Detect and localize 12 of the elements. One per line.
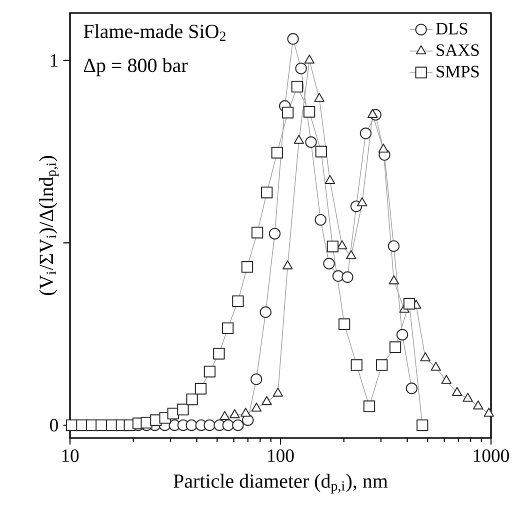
y-tick-label: 0 <box>50 418 58 432</box>
x-tick-label: 10 <box>62 449 79 462</box>
annotation: Flame-made SiO$_{2}$ <box>84 24 226 41</box>
y-tick-label: 1 <box>50 54 58 67</box>
x-tick-label: 1000 <box>474 449 509 462</box>
y-axis-title: (V$_{i}$/ΣV$_{i}$)/Δ(lnd$_{p,i}$) <box>39 156 59 296</box>
legend-label: DLS <box>436 22 468 34</box>
x-tick-label: 100 <box>268 449 294 462</box>
legend-label: SAXS <box>436 44 479 56</box>
annotation: Δp = 800 bar <box>84 58 188 76</box>
legend-label: SMPS <box>436 66 479 78</box>
x-axis-title: Particle diameter (d$_{p,i}$), nm <box>174 474 388 494</box>
